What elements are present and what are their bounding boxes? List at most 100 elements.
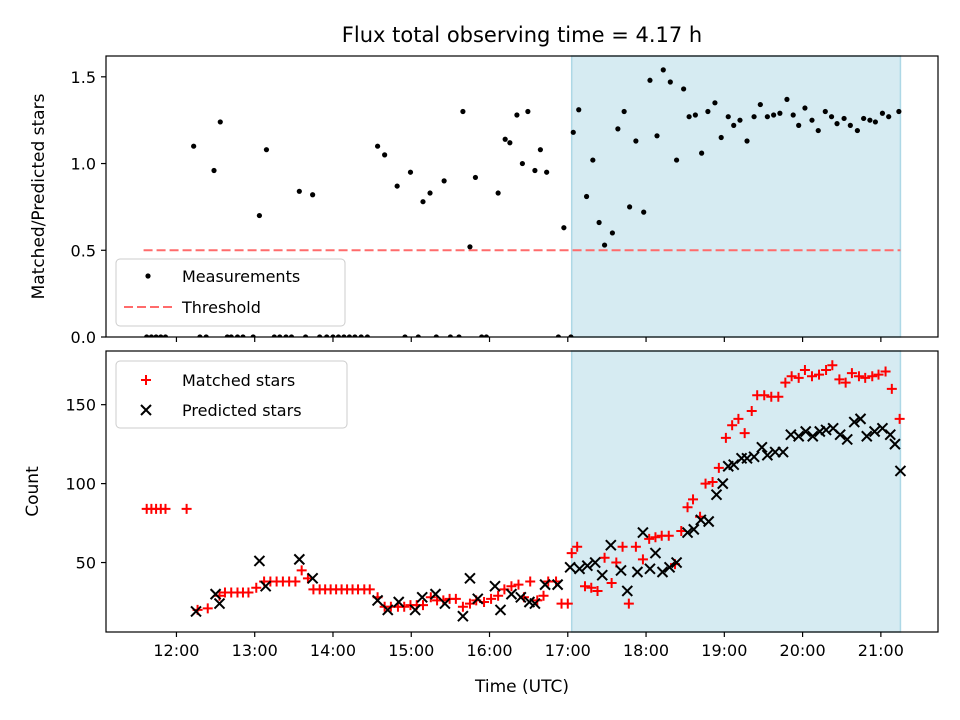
measurement-point	[641, 209, 647, 215]
bottom-legend: Matched stars Predicted stars	[115, 360, 348, 429]
measurement-point	[590, 157, 596, 163]
measurement-point	[802, 105, 808, 111]
legend-threshold-label: Threshold	[181, 298, 261, 317]
matched-star-point	[650, 532, 661, 543]
predicted-star-point	[861, 430, 873, 442]
predicted-star-point	[505, 588, 518, 600]
measurement-point	[896, 108, 902, 115]
figure-title: Flux total observing time = 4.17 h	[342, 23, 702, 47]
measurement-point	[415, 334, 421, 337]
measurement-point	[609, 230, 616, 236]
measurement-point	[667, 79, 673, 85]
measurement-point	[263, 147, 270, 153]
predicted-star-point	[894, 465, 907, 477]
predicted-star-point	[748, 451, 760, 463]
predicted-star-point	[649, 547, 662, 559]
legend-matched-marker	[141, 375, 151, 385]
matched-star-point	[538, 590, 549, 601]
measurement-point	[433, 334, 439, 337]
predicted-star-point	[854, 413, 867, 425]
matched-star-point	[806, 371, 817, 382]
measurement-point	[224, 334, 230, 337]
predicted-star-point	[717, 477, 729, 490]
measurement-point	[828, 114, 835, 120]
measurement-point	[364, 334, 371, 337]
legend-measurements-label: Measurements	[182, 267, 300, 286]
measurement-point	[673, 157, 680, 163]
matched-star-point	[688, 494, 699, 505]
matched-star-point	[793, 372, 804, 383]
legend-predicted-marker	[140, 404, 152, 416]
matched-star-point	[580, 581, 591, 592]
top-legend: Measurements Threshold	[115, 258, 346, 327]
measurement-point	[330, 334, 336, 337]
measurement-point	[288, 334, 295, 337]
matched-star-point	[644, 533, 655, 544]
matched-star-point	[243, 587, 254, 598]
measurement-point	[568, 334, 574, 337]
predicted-star-point	[605, 539, 617, 551]
measurement-point	[302, 334, 309, 337]
predicted-star-point	[382, 604, 394, 616]
matched-star-point	[814, 369, 825, 380]
matched-star-point	[296, 565, 307, 576]
matched-star-point	[827, 360, 838, 371]
matched-star-point	[873, 369, 884, 380]
measurement-point	[277, 334, 283, 337]
bottom-y-tick-label: 150	[65, 396, 96, 415]
measurement-point	[561, 225, 567, 231]
matched-star-point	[181, 503, 192, 514]
measurement-point	[822, 108, 828, 115]
predicted-star-point	[515, 591, 527, 603]
matched-star-point	[566, 548, 577, 559]
measurement-point	[283, 334, 289, 337]
x-tick-label: 19:00	[701, 641, 747, 660]
measurement-point	[532, 167, 538, 174]
measurement-point	[647, 77, 653, 83]
matched-star-point	[290, 576, 301, 587]
matched-star-point	[759, 390, 770, 401]
measurement-point	[203, 334, 209, 337]
measurement-point	[555, 334, 561, 337]
predicted-star-point	[306, 572, 319, 585]
measurement-point	[744, 138, 750, 144]
measurement-point	[771, 112, 777, 118]
matched-star-point	[630, 541, 641, 552]
measurement-point	[162, 334, 169, 337]
measurement-point	[447, 334, 453, 337]
measurement-point	[790, 112, 796, 118]
matched-star-point	[799, 364, 810, 375]
measurement-point	[725, 114, 731, 120]
measurement-point	[317, 334, 323, 337]
predicted-star-point	[702, 515, 715, 528]
matched-star-point	[886, 383, 897, 394]
matched-star-point	[399, 601, 410, 612]
measurement-point	[211, 167, 217, 174]
measurement-point	[879, 110, 886, 116]
legend-matched-label: Matched stars	[182, 371, 295, 390]
measurement-point	[621, 108, 627, 115]
measurement-point	[153, 334, 159, 337]
measurement-point	[660, 67, 666, 73]
x-tick-label: 17:00	[545, 641, 591, 660]
predicted-star-point	[429, 588, 442, 600]
x-tick-label: 13:00	[232, 641, 278, 660]
predicted-star-point	[681, 526, 694, 539]
predicted-star-point	[710, 488, 723, 501]
matched-star-point	[867, 371, 878, 382]
matched-star-point	[821, 364, 832, 375]
measurement-point	[271, 334, 277, 337]
measurement-point	[601, 242, 608, 248]
predicted-star-point	[670, 556, 683, 569]
matched-star-point	[486, 593, 497, 604]
matched-star-point	[513, 579, 524, 590]
measurement-point	[472, 174, 479, 181]
measurement-point	[394, 183, 400, 189]
matched-star-point	[202, 603, 213, 614]
matched-star-point	[860, 372, 871, 383]
legend-predicted-label: Predicted stars	[182, 401, 302, 420]
predicted-star-point	[807, 430, 819, 442]
matched-star-point	[834, 374, 845, 385]
measurement-point	[777, 110, 783, 116]
bottom-panel: 12:00 13:00 14:00 15:00 16:00 17:00 18:00 19:00…	[23, 350, 939, 697]
